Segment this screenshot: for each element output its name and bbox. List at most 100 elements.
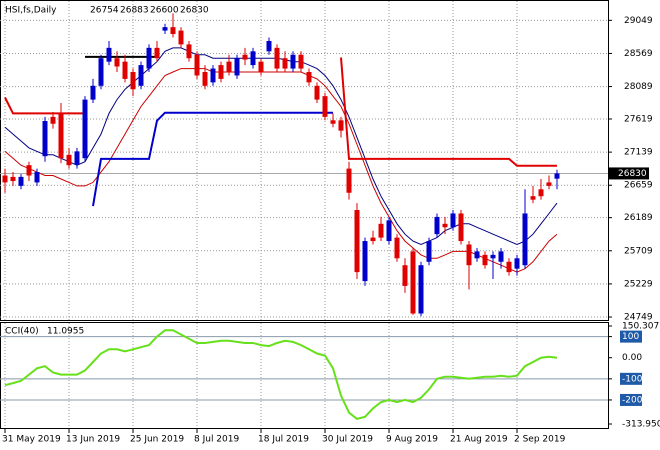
candle-body xyxy=(106,47,112,62)
candle-body xyxy=(34,172,40,183)
candle-body xyxy=(402,265,408,286)
candle-body xyxy=(442,223,448,228)
cci-last: 11.0955 xyxy=(47,327,84,337)
cci-panel xyxy=(0,322,609,429)
cci-title: CCI(40) xyxy=(5,327,39,337)
y-tick-label: 27619 xyxy=(624,114,653,124)
candle-body xyxy=(298,54,304,69)
y-tick-label: 25229 xyxy=(624,279,653,289)
candle-body xyxy=(322,96,328,117)
indicator-line xyxy=(92,111,333,207)
cci-tick-label: 100 xyxy=(622,332,639,342)
candle-body xyxy=(162,27,168,31)
candle-body xyxy=(138,65,144,86)
candle-body xyxy=(434,216,440,235)
candle-body xyxy=(122,61,128,79)
candle-body xyxy=(170,27,176,35)
header-open: 26754 xyxy=(90,6,119,16)
candle-body xyxy=(418,265,424,314)
candle-body xyxy=(522,213,528,266)
candle-body xyxy=(482,254,488,266)
cci-tick-label: -200 xyxy=(622,395,643,405)
candle-body xyxy=(394,237,400,259)
candle-body xyxy=(466,244,472,266)
x-tick-label: 30 Jul 2019 xyxy=(322,435,373,445)
candle-body xyxy=(114,58,120,67)
header-close: 26830 xyxy=(180,6,209,16)
y-tick-label: 26659 xyxy=(624,181,653,191)
x-tick-label: 31 May 2019 xyxy=(2,435,61,445)
chart-title: HSI,fs,Daily xyxy=(5,6,57,16)
cci-level-box xyxy=(620,393,642,406)
x-tick-label: 13 Jun 2019 xyxy=(66,435,120,445)
candle-body xyxy=(2,175,8,183)
candle-body xyxy=(98,58,104,86)
candle-body xyxy=(258,61,264,73)
candle-body xyxy=(242,54,248,60)
candle-body xyxy=(426,241,432,262)
candle-body xyxy=(194,54,200,76)
indicator-line xyxy=(4,47,558,246)
x-tick-label: 8 Jul 2019 xyxy=(194,435,239,445)
candle-body xyxy=(42,120,48,157)
candle-body xyxy=(506,261,512,273)
candle-body xyxy=(266,40,272,52)
candle-body xyxy=(354,210,360,273)
price-panel xyxy=(0,0,609,321)
candle-body xyxy=(274,47,280,69)
y-tick-label: 24749 xyxy=(624,313,653,323)
candle-body xyxy=(338,120,344,131)
header-low: 26600 xyxy=(150,6,179,16)
y-tick-label: 26189 xyxy=(624,213,653,223)
candle-body xyxy=(282,58,288,69)
candle-body xyxy=(10,176,16,182)
candle-body xyxy=(58,113,64,159)
x-tick-label: 21 Aug 2019 xyxy=(450,435,508,445)
header-high: 26883 xyxy=(120,6,149,16)
cci-tick-label: -100 xyxy=(622,374,643,384)
x-tick-label: 9 Aug 2019 xyxy=(386,435,438,445)
candle-body xyxy=(202,72,208,86)
x-tick-label: 18 Jul 2019 xyxy=(258,435,309,445)
candle-body xyxy=(330,120,336,124)
candle-body xyxy=(82,99,88,159)
candle-body xyxy=(314,85,320,100)
cci-tick-label: -313.950 xyxy=(622,420,660,430)
candle-body xyxy=(362,241,368,282)
candle-body xyxy=(210,68,216,83)
candle-body xyxy=(146,47,152,69)
y-tick-label: 27139 xyxy=(624,148,653,158)
candle-body xyxy=(226,61,232,73)
candle-body xyxy=(410,251,416,314)
candle-body xyxy=(498,251,504,262)
cci-level-box xyxy=(620,372,642,385)
candle-body xyxy=(178,30,184,45)
candle-body xyxy=(306,72,312,83)
candle-body xyxy=(234,58,240,76)
candle-body xyxy=(66,154,72,166)
candle-body xyxy=(370,237,376,242)
y-tick-label: 25709 xyxy=(624,246,653,256)
price-box-label: 26830 xyxy=(618,169,647,179)
candle-body xyxy=(386,220,392,242)
y-tick-label: 28569 xyxy=(624,49,653,59)
x-tick-label: 2 Sep 2019 xyxy=(514,435,566,445)
y-tick-label: 28089 xyxy=(624,82,653,92)
x-tick-label: 25 Jun 2019 xyxy=(130,435,184,445)
candle-body xyxy=(290,54,296,69)
candle-body xyxy=(554,173,560,179)
candle-body xyxy=(154,47,160,59)
candle-body xyxy=(474,251,480,259)
candle-body xyxy=(546,182,552,186)
candle-body xyxy=(218,65,224,79)
candle-body xyxy=(538,189,544,197)
candle-body xyxy=(450,213,456,228)
candle-body xyxy=(50,116,56,124)
cci-level-box xyxy=(620,330,642,343)
candle-body xyxy=(490,254,496,259)
y-tick-label: 29049 xyxy=(624,16,653,26)
candle-body xyxy=(26,165,32,176)
